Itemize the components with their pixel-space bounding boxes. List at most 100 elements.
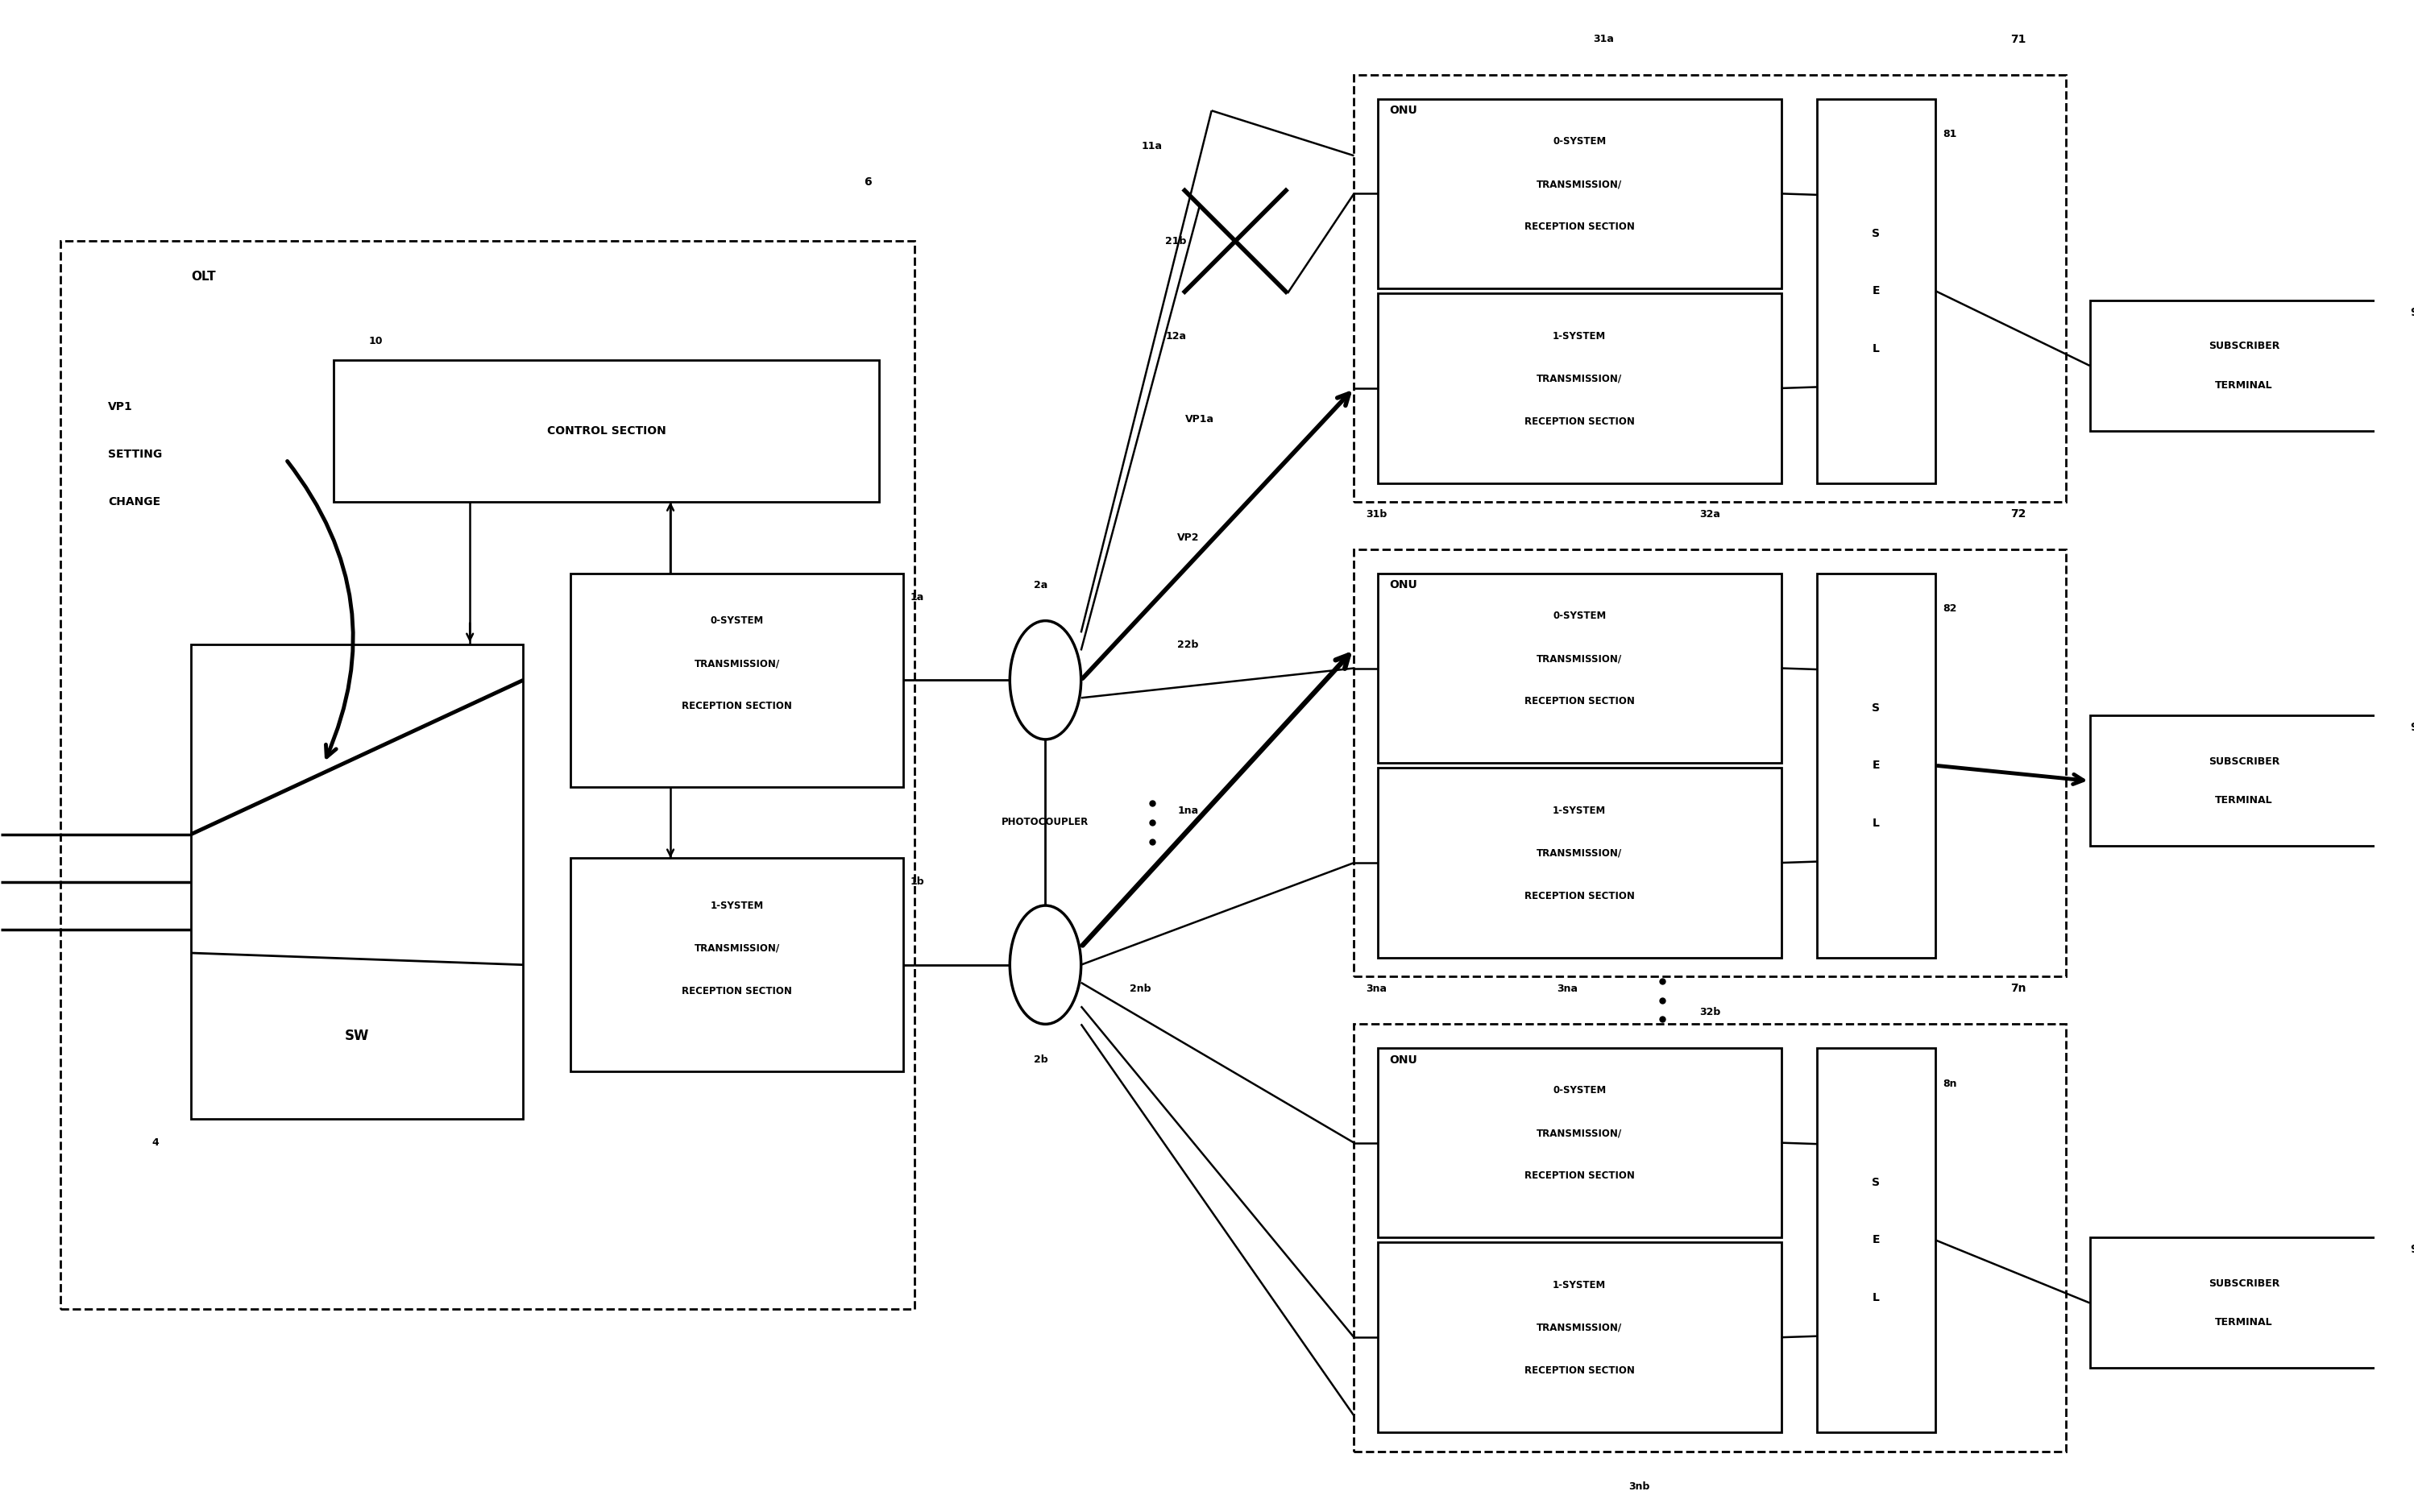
Text: RECEPTION SECTION: RECEPTION SECTION [681,702,792,712]
FancyBboxPatch shape [333,360,879,502]
FancyBboxPatch shape [1818,573,1936,957]
Text: RECEPTION SECTION: RECEPTION SECTION [681,986,792,996]
Text: 1-SYSTEM: 1-SYSTEM [1552,1281,1605,1290]
FancyBboxPatch shape [2091,715,2397,847]
Text: E: E [1873,1234,1881,1246]
Text: 92: 92 [2409,721,2414,733]
Text: SUBSCRIBER: SUBSCRIBER [2209,1278,2279,1288]
Text: 71: 71 [2011,33,2025,45]
Text: 2nb: 2nb [1130,983,1151,993]
Text: 21b: 21b [1166,236,1188,246]
Text: 1b: 1b [910,877,925,888]
Text: SETTING: SETTING [109,449,162,460]
Text: S: S [1873,228,1881,239]
FancyBboxPatch shape [1354,549,2066,977]
Text: 0-SYSTEM: 0-SYSTEM [1552,611,1605,621]
FancyBboxPatch shape [1378,1048,1782,1238]
Text: 32a: 32a [1699,508,1721,519]
Text: 31b: 31b [1366,508,1388,519]
Text: OLT: OLT [191,271,215,283]
FancyBboxPatch shape [2091,1238,2397,1368]
Text: TERMINAL: TERMINAL [2216,795,2274,806]
Text: PHOTOCOUPLER: PHOTOCOUPLER [1002,816,1089,827]
Text: 91: 91 [2409,307,2414,318]
Text: SUBSCRIBER: SUBSCRIBER [2209,340,2279,351]
FancyBboxPatch shape [1354,76,2066,502]
Text: 1-SYSTEM: 1-SYSTEM [1552,331,1605,342]
Text: TRANSMISSION/: TRANSMISSION/ [1538,848,1622,859]
Text: TRANSMISSION/: TRANSMISSION/ [1538,1323,1622,1334]
FancyBboxPatch shape [1378,573,1782,764]
FancyBboxPatch shape [570,857,903,1072]
FancyBboxPatch shape [1354,1024,2066,1452]
Text: ONU: ONU [1390,579,1417,591]
Text: 10: 10 [369,336,384,346]
Text: CONTROL SECTION: CONTROL SECTION [548,425,666,437]
Text: TRANSMISSION/: TRANSMISSION/ [695,658,780,668]
Text: TRANSMISSION/: TRANSMISSION/ [1538,373,1622,384]
Text: 0-SYSTEM: 0-SYSTEM [1552,1086,1605,1096]
Text: 8n: 8n [1943,1078,1958,1089]
Text: TRANSMISSION/: TRANSMISSION/ [1538,1128,1622,1139]
Ellipse shape [1014,624,1077,736]
Text: L: L [1873,818,1881,829]
Text: 1-SYSTEM: 1-SYSTEM [1552,806,1605,816]
Text: VP1a: VP1a [1185,414,1214,425]
Text: 2b: 2b [1033,1054,1048,1064]
Text: 11a: 11a [1142,141,1164,151]
Text: TRANSMISSION/: TRANSMISSION/ [1538,653,1622,664]
Text: 9n: 9n [2409,1244,2414,1255]
Ellipse shape [1014,909,1077,1021]
Text: VP1: VP1 [109,402,133,413]
Text: 31a: 31a [1593,35,1613,45]
Text: 6: 6 [864,175,871,187]
Text: 3nb: 3nb [1627,1482,1649,1492]
Text: ONU: ONU [1390,1054,1417,1066]
Text: L: L [1873,343,1881,354]
Text: RECEPTION SECTION: RECEPTION SECTION [1523,891,1634,901]
Text: 12a: 12a [1166,331,1185,342]
Text: 2a: 2a [1033,581,1048,590]
FancyBboxPatch shape [1378,98,1782,289]
Text: S: S [1873,702,1881,714]
Text: 81: 81 [1943,129,1958,139]
Text: L: L [1873,1293,1881,1303]
Text: 7n: 7n [2011,983,2025,995]
Text: 32b: 32b [1699,1007,1721,1018]
Text: RECEPTION SECTION: RECEPTION SECTION [1523,222,1634,231]
Text: RECEPTION SECTION: RECEPTION SECTION [1523,416,1634,426]
Text: 0-SYSTEM: 0-SYSTEM [1552,136,1605,147]
Text: 3na: 3na [1366,983,1386,993]
FancyBboxPatch shape [1378,293,1782,484]
Text: 3na: 3na [1557,983,1579,993]
Text: 1a: 1a [910,591,925,602]
Text: 22b: 22b [1178,640,1197,650]
Text: SUBSCRIBER: SUBSCRIBER [2209,756,2279,767]
FancyBboxPatch shape [1818,1048,1936,1432]
Text: TRANSMISSION/: TRANSMISSION/ [1538,178,1622,189]
Text: 4: 4 [152,1137,159,1148]
Text: 0-SYSTEM: 0-SYSTEM [710,615,763,626]
Text: 82: 82 [1943,603,1958,614]
FancyBboxPatch shape [1378,1243,1782,1432]
Text: 72: 72 [2011,508,2025,520]
Text: RECEPTION SECTION: RECEPTION SECTION [1523,1170,1634,1181]
Text: E: E [1873,286,1881,296]
Text: ONU: ONU [1390,104,1417,116]
FancyBboxPatch shape [570,573,903,786]
FancyBboxPatch shape [1378,768,1782,957]
Text: RECEPTION SECTION: RECEPTION SECTION [1523,1365,1634,1376]
FancyBboxPatch shape [2091,301,2397,431]
Text: CHANGE: CHANGE [109,496,159,508]
Text: 1na: 1na [1178,806,1197,816]
FancyBboxPatch shape [1818,98,1936,484]
Text: TRANSMISSION/: TRANSMISSION/ [695,943,780,954]
Text: RECEPTION SECTION: RECEPTION SECTION [1523,696,1634,706]
Text: SW: SW [345,1028,369,1043]
Text: 1-SYSTEM: 1-SYSTEM [710,900,763,910]
FancyBboxPatch shape [60,240,915,1309]
Text: TERMINAL: TERMINAL [2216,380,2274,390]
Text: S: S [1873,1176,1881,1188]
Text: VP2: VP2 [1176,532,1200,543]
Text: TERMINAL: TERMINAL [2216,1317,2274,1328]
